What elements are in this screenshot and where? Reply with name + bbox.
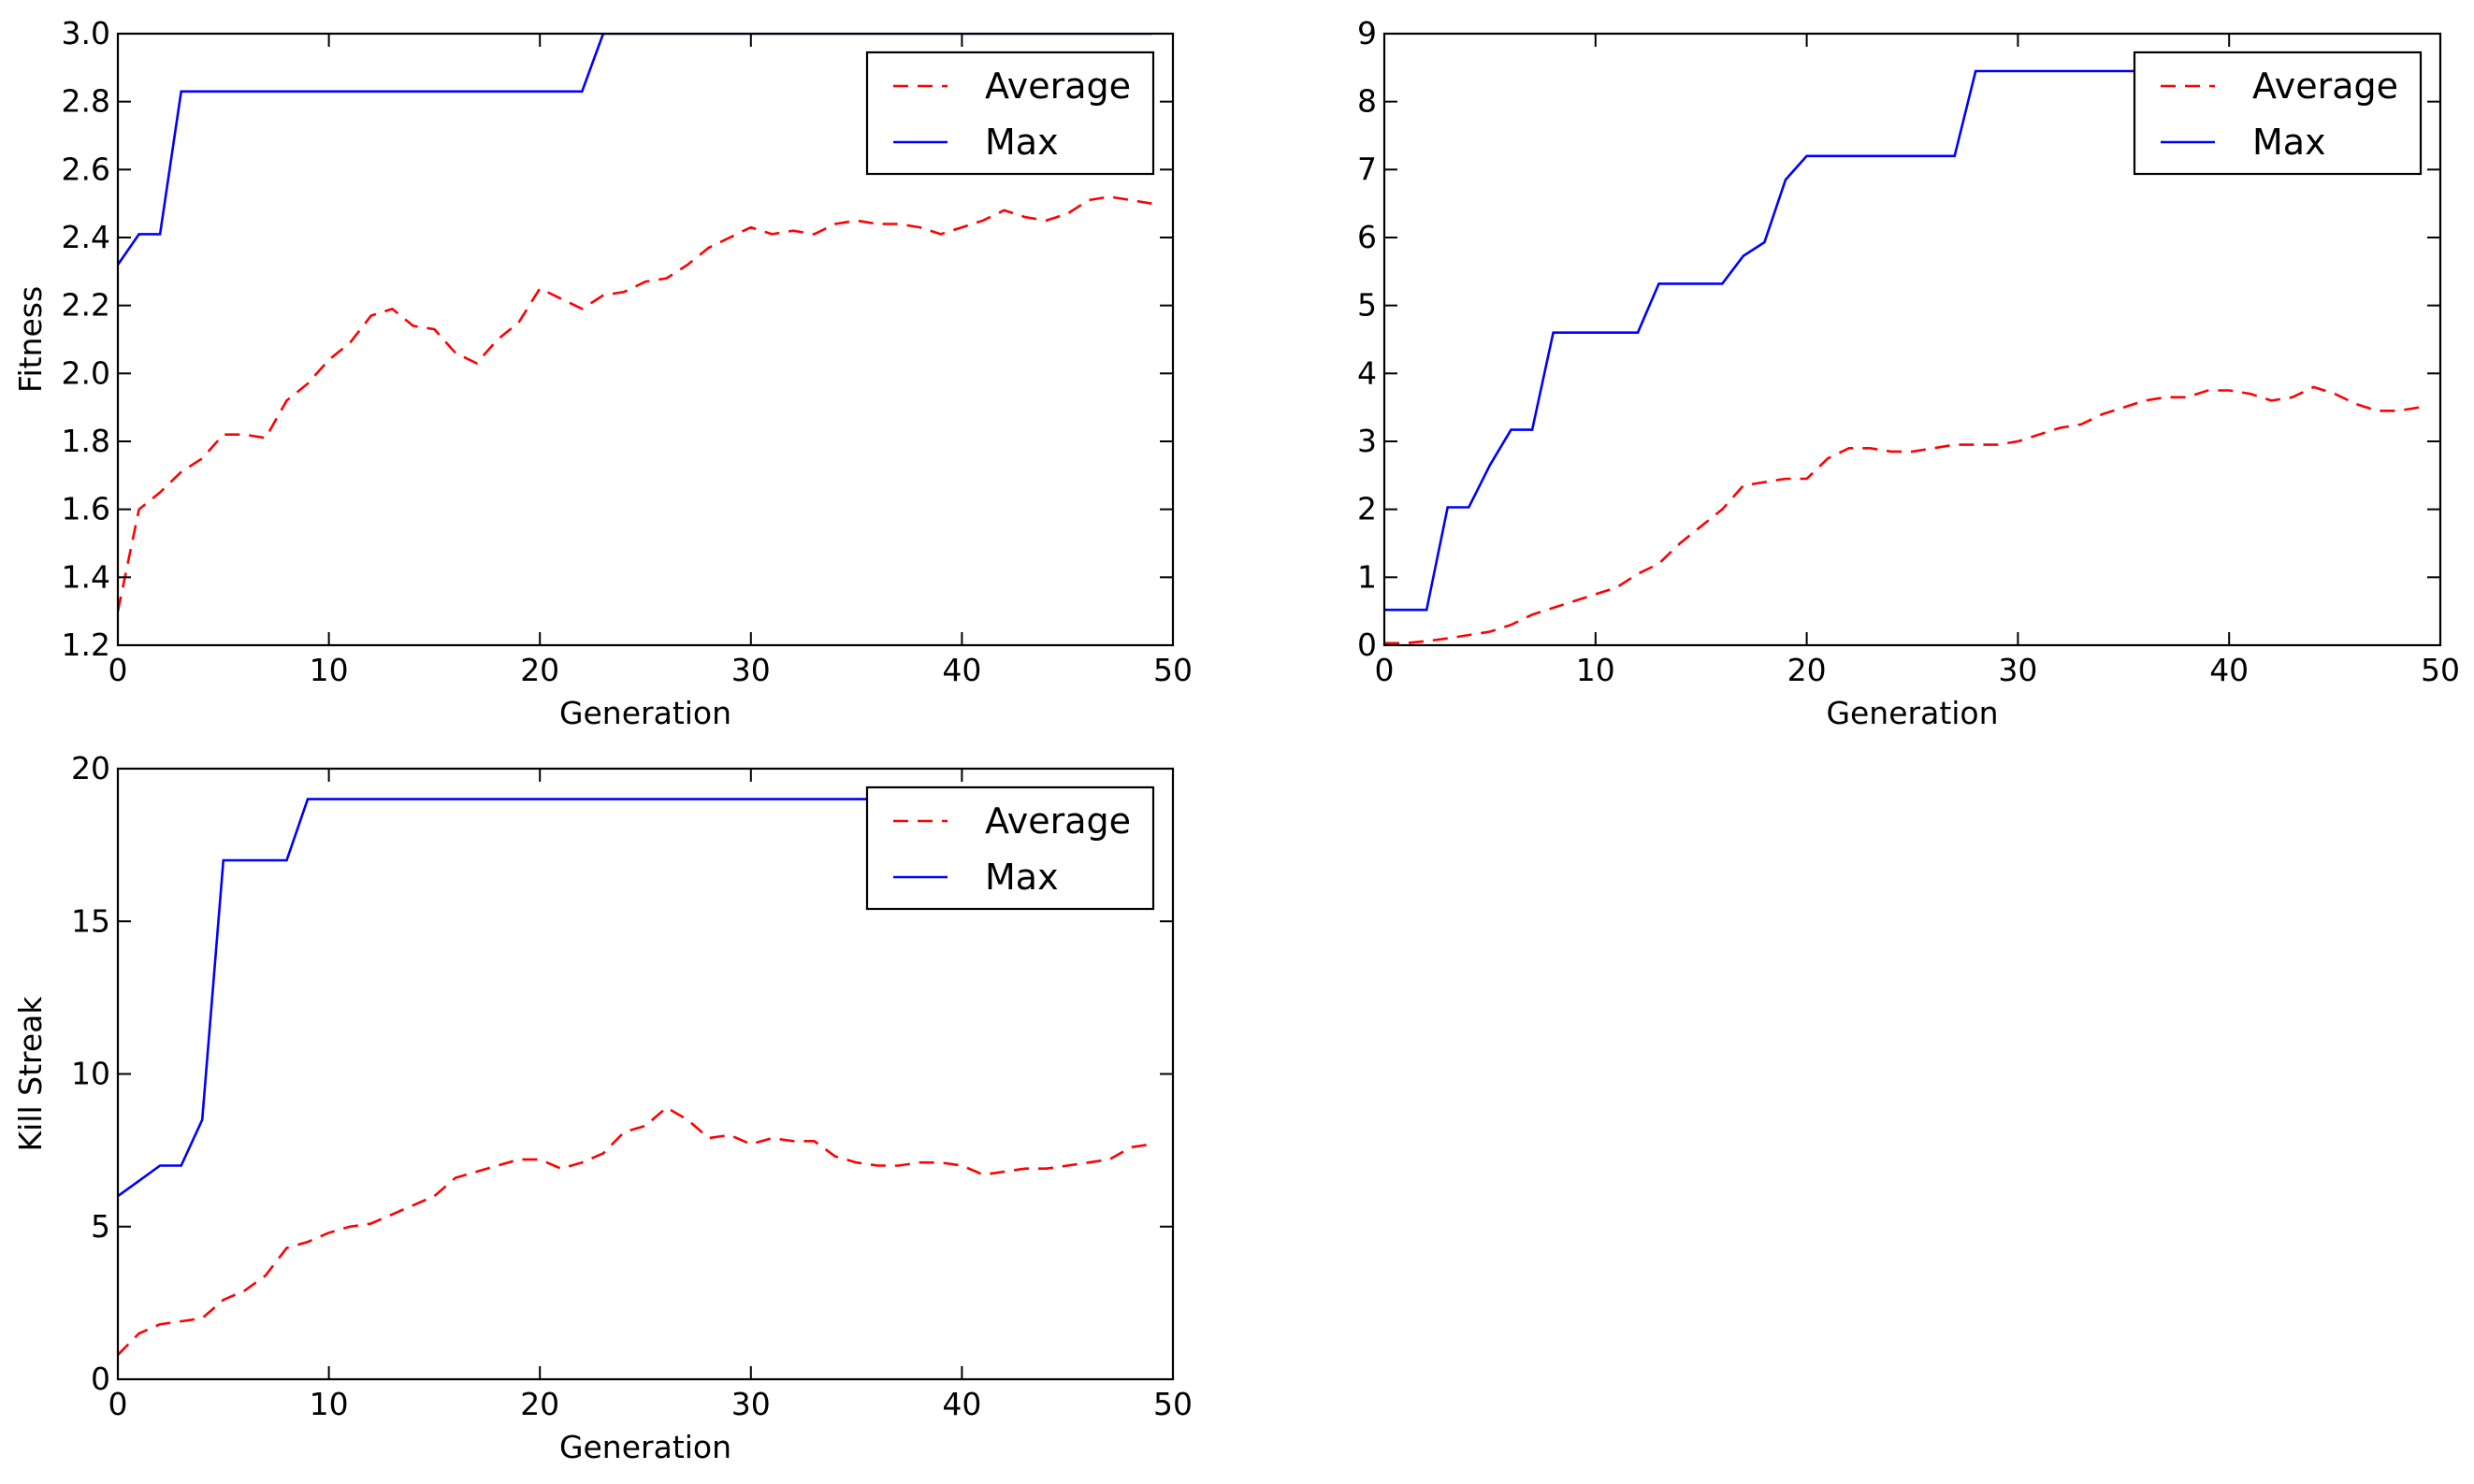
legend: Average Max — [865, 785, 1155, 911]
x-tick-label: 30 — [731, 652, 771, 688]
y-axis-label: Kill Streak — [12, 996, 49, 1152]
x-tick-label: 50 — [1153, 1386, 1193, 1422]
legend-label-average: Average — [985, 800, 1131, 842]
y-tick-label: 2.4 — [62, 219, 110, 255]
series-line-average — [1384, 385, 2420, 645]
y-tick-label: 9 — [1357, 15, 1377, 51]
x-axis-label: Generation — [1826, 695, 1998, 731]
x-tick-label: 20 — [520, 652, 559, 688]
chart-panel-2: 0 10 20 30 40 50 0 1 2 3 4 5 6 7 8 9 Generation Average Ma… — [1357, 15, 2460, 731]
y-tick-label: 8 — [1357, 83, 1377, 120]
legend-label-max: Max — [985, 122, 1059, 163]
x-tick-label: 40 — [942, 1386, 981, 1422]
x-tick-label: 30 — [731, 1386, 771, 1422]
axes-frame — [116, 32, 1175, 647]
legend: Average Max — [2133, 50, 2423, 176]
y-tick-label: 1.4 — [62, 558, 110, 595]
y-tick-label: 2 — [1357, 491, 1377, 527]
x-tick-label: 50 — [2421, 652, 2460, 688]
x-tick-label: 0 — [1375, 652, 1395, 688]
legend: Average Max — [865, 50, 1155, 176]
x-tick-label: 0 — [109, 652, 128, 688]
plots: 0 10 20 30 40 501.21.41.61.82.02.22.42.62.83.… — [12, 15, 2460, 1465]
y-tick-label: 5 — [1357, 287, 1377, 324]
legend-box — [865, 50, 1155, 176]
x-tick-label: 20 — [520, 1386, 559, 1422]
y-tick-label: 4 — [1357, 354, 1377, 391]
y-tick-label: 2.0 — [62, 354, 110, 391]
y-tick-label: 1.8 — [62, 423, 110, 459]
y-tick-label: 2.8 — [62, 83, 110, 120]
x-tick-label: 20 — [1787, 652, 1827, 688]
x-tick-label: 40 — [2209, 652, 2249, 688]
y-tick-label: 2.2 — [62, 287, 110, 324]
y-tick-label: 3 — [1357, 423, 1377, 459]
y-tick-label: 20 — [71, 750, 110, 786]
x-tick-label: 10 — [310, 1386, 349, 1422]
y-tick-label: 1.2 — [62, 627, 110, 663]
y-tick-label: 5 — [91, 1208, 110, 1245]
y-tick-label: 1.6 — [62, 491, 110, 527]
x-tick-label: 50 — [1153, 652, 1193, 688]
x-axis-label: Generation — [559, 1429, 731, 1465]
y-tick-label: 6 — [1357, 219, 1377, 255]
y-axis-label: Fitness — [12, 286, 49, 393]
x-tick-label: 40 — [942, 652, 981, 688]
x-tick-label: 10 — [310, 652, 349, 688]
legend-label-average: Average — [985, 65, 1131, 107]
x-axis-label: Generation — [559, 695, 731, 731]
series-line-average — [118, 195, 1152, 612]
y-tick-label: 1 — [1357, 558, 1377, 595]
series-line-max — [118, 34, 1152, 266]
y-tick-label: 2.6 — [62, 151, 110, 187]
legend-box — [865, 785, 1155, 911]
y-tick-label: 0 — [91, 1361, 110, 1397]
legend-label-max: Max — [985, 857, 1059, 898]
y-tick-label: 15 — [71, 902, 110, 939]
legend-box — [2133, 50, 2423, 176]
y-tick-label: 0 — [1357, 627, 1377, 663]
axes-frame — [1382, 32, 2442, 647]
chart-panel-1: 0 10 20 30 40 50 1.2 1.4 1.6 1.8 2.0 2.2 2.4 2.6 2.8 3.… — [12, 15, 1193, 731]
y-tick-label: 3.0 — [62, 15, 110, 51]
x-tick-label: 10 — [1576, 652, 1615, 688]
legend-label-max: Max — [2252, 122, 2326, 163]
x-tick-label: 0 — [109, 1386, 128, 1422]
legend-label-average: Average — [2252, 65, 2398, 107]
x-tick-label: 30 — [1998, 652, 2037, 688]
y-tick-label: 10 — [71, 1056, 110, 1092]
series-line-average — [118, 1105, 1152, 1356]
y-tick-label: 7 — [1357, 151, 1377, 187]
